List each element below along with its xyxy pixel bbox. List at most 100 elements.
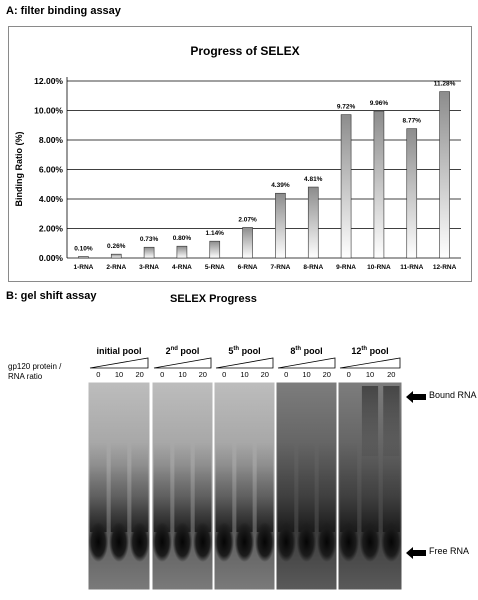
y-tick-label: 6.00% — [39, 165, 64, 175]
concentration-label: 20 — [198, 370, 207, 379]
y-tick-label: 12.00% — [34, 76, 63, 86]
concentration-label: 0 — [222, 370, 227, 379]
concentration-label: 10 — [365, 370, 375, 379]
free-rna-band — [129, 522, 150, 562]
free-rna-band — [234, 522, 255, 562]
x-tick-label: 7-RNA — [270, 264, 290, 271]
data-label: 4.81% — [304, 176, 323, 183]
bar — [307, 186, 319, 259]
free-rna-band — [88, 522, 109, 562]
x-tick-label: 4-RNA — [172, 264, 192, 271]
data-label: 9.72% — [337, 104, 356, 111]
lane-smear — [131, 442, 148, 532]
data-label: 9.96% — [370, 100, 389, 107]
bound-rna-band — [383, 386, 400, 456]
lane-smear — [340, 442, 358, 532]
bar — [143, 246, 155, 259]
y-axis-label: Binding Ratio (%) — [14, 132, 24, 207]
gel-panel-border — [213, 382, 276, 590]
lane-smear — [216, 442, 233, 532]
concentration-label: 0 — [284, 370, 289, 379]
gel-title: SELEX Progress — [170, 293, 257, 305]
data-label: 0.10% — [74, 246, 93, 253]
gel-panel-border — [275, 382, 338, 590]
concentration-label: 10 — [240, 370, 249, 379]
x-tick-label: 1-RNA — [73, 264, 93, 271]
lane-smear — [361, 442, 379, 532]
x-tick-label: 3-RNA — [139, 264, 159, 271]
concentration-label: 10 — [114, 370, 124, 379]
data-label: 11.28% — [434, 81, 456, 88]
x-tick-label: 8-RNA — [303, 264, 323, 271]
data-label: 2.07% — [238, 216, 257, 223]
x-tick-label: 2-RNA — [106, 264, 126, 271]
gel-panel-border — [88, 382, 151, 590]
ratio-label-line1: gp120 protein / — [8, 362, 62, 371]
lane-smear — [236, 442, 253, 532]
lane-smear — [298, 442, 315, 532]
y-tick-label: 0.00% — [39, 253, 64, 263]
free-rna-band — [359, 522, 381, 562]
ratio-label-line2: RNA ratio — [8, 372, 43, 381]
gradient-wedge-icon — [339, 357, 401, 369]
gel-panel-border — [151, 382, 214, 590]
concentration-label: 20 — [387, 370, 396, 379]
data-label: 8.77% — [403, 118, 422, 125]
data-label: 1.14% — [206, 230, 225, 237]
concentration-label: 20 — [322, 370, 331, 379]
lane-smear — [194, 442, 211, 532]
y-tick-label: 4.00% — [39, 194, 64, 204]
lane-smear — [90, 442, 107, 532]
gel-image — [88, 382, 402, 590]
y-tick-label: 10.00% — [34, 106, 63, 116]
bar — [406, 128, 418, 259]
pool-header: initial pool — [96, 346, 142, 356]
x-tick-label: 9-RNA — [336, 264, 356, 271]
bar — [242, 227, 253, 259]
gel-panel-border — [337, 382, 402, 590]
concentration-label: 10 — [178, 370, 187, 379]
free-rna-band — [172, 522, 193, 562]
lane-smear — [110, 442, 128, 532]
bound-arrow-icon — [406, 390, 426, 408]
lane-smear — [278, 442, 295, 532]
free-arrow-icon — [406, 546, 426, 564]
y-tick-label: 2.00% — [39, 224, 64, 234]
free-rna-band — [109, 522, 129, 562]
bar — [209, 240, 221, 259]
bar — [110, 253, 122, 259]
data-label: 0.73% — [140, 236, 159, 243]
lane-smear — [154, 442, 171, 532]
free-rna-band — [338, 522, 359, 562]
x-tick-label: 11-RNA — [400, 264, 423, 271]
concentration-label: 0 — [96, 370, 101, 379]
panel-b-label: B: gel shift assay — [6, 290, 97, 302]
bar — [78, 256, 89, 259]
bar — [275, 192, 286, 259]
chart-title: Progress of SELEX — [190, 44, 299, 58]
pool-header: 5th pool — [228, 346, 261, 356]
free-rna-band — [381, 522, 402, 562]
pool-header: 8th pool — [290, 346, 323, 356]
x-tick-label: 10-RNA — [367, 264, 391, 271]
data-label: 0.80% — [173, 235, 192, 242]
concentration-label: 0 — [160, 370, 165, 379]
gradient-wedge-icon — [153, 357, 212, 369]
free-rna-band — [214, 522, 234, 562]
free-rna-band — [296, 522, 317, 562]
pool-header: 2nd pool — [165, 346, 200, 356]
bar-chart: Progress of SELEX 0.00% 2.00% 4.00% 6.00% 8.… — [14, 44, 461, 271]
lane-smear — [174, 442, 191, 532]
gradient-wedge-icon — [89, 357, 149, 369]
ratio-label: gp120 protein / RNA ratio — [8, 362, 61, 382]
lane-smear — [382, 442, 400, 532]
free-rna-band — [276, 522, 296, 562]
gradient-wedge-icon — [215, 357, 274, 369]
x-tick-label: 12-RNA — [433, 264, 457, 271]
panel-a-label: A: filter binding assay — [6, 5, 121, 17]
bar — [176, 245, 188, 259]
concentration-label: 10 — [302, 370, 311, 379]
free-rna-band — [152, 522, 172, 562]
free-rna-label: Free RNA — [429, 546, 470, 556]
gradient-wedge-icon — [277, 357, 336, 369]
